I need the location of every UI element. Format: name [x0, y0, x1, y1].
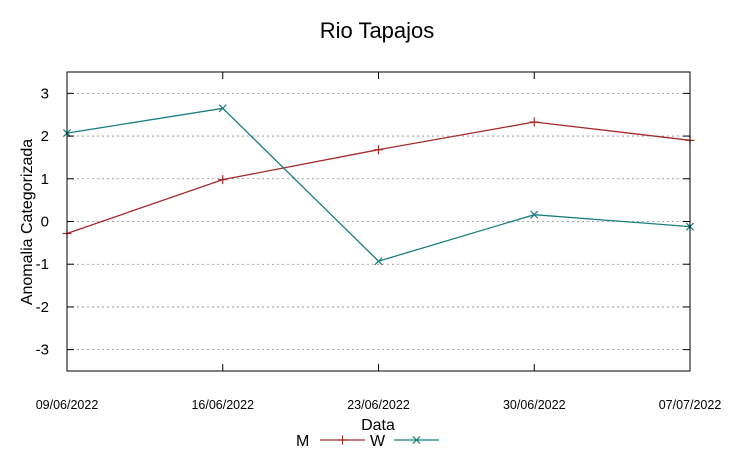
legend-marker-M: [338, 435, 347, 445]
series-M-line: [66, 121, 691, 235]
y-tick-label-4: 1: [41, 171, 49, 188]
chart-title: Rio Tapajos: [320, 18, 435, 43]
series-W-point-2: [374, 257, 383, 266]
legend-marker-W-b: [412, 435, 421, 445]
x-tick-label-4: 07/07/2022: [659, 398, 722, 412]
legend-label-M: M: [296, 433, 309, 450]
x-axis-ticks: 09/06/2022 16/06/2022 23/06/2022 30/06/2022…: [36, 72, 722, 412]
series-M-point-2: [374, 145, 383, 155]
grid-lines: [67, 92, 690, 351]
series-W-point-1: [218, 104, 227, 113]
series-W-line: [66, 107, 691, 262]
x-tick-label-0: 09/06/2022: [36, 398, 99, 412]
series-layer: [62, 104, 695, 266]
y-axis-label: Anomalia Categorizada: [19, 139, 36, 305]
series-W-point-1-b: [218, 104, 227, 113]
x-tick-label-3: 30/06/2022: [503, 398, 566, 412]
y-tick-label-0: -3: [36, 342, 49, 359]
x-axis-label: Data: [361, 417, 395, 434]
y-tick-label-5: 2: [41, 128, 49, 145]
x-tick-label-2: 23/06/2022: [347, 398, 410, 412]
series-W-point-2-b: [374, 257, 383, 266]
series-M-point-1: [218, 175, 228, 185]
y-tick-label-1: -2: [36, 299, 49, 316]
legend-label-W: W: [370, 433, 386, 450]
legend-marker-W: [412, 435, 421, 445]
series-M-point-3: [529, 117, 539, 127]
series-W-point-3: [530, 210, 539, 219]
y-tick-label-2: -1: [36, 256, 49, 273]
y-tick-label-6: 3: [41, 85, 49, 102]
x-tick-label-1: 16/06/2022: [191, 398, 254, 412]
y-axis-ticks: -3 -2 -1 0 1 2 3: [36, 85, 690, 359]
series-W-point-3-b: [530, 210, 539, 219]
y-tick-label-3: 0: [41, 214, 49, 231]
